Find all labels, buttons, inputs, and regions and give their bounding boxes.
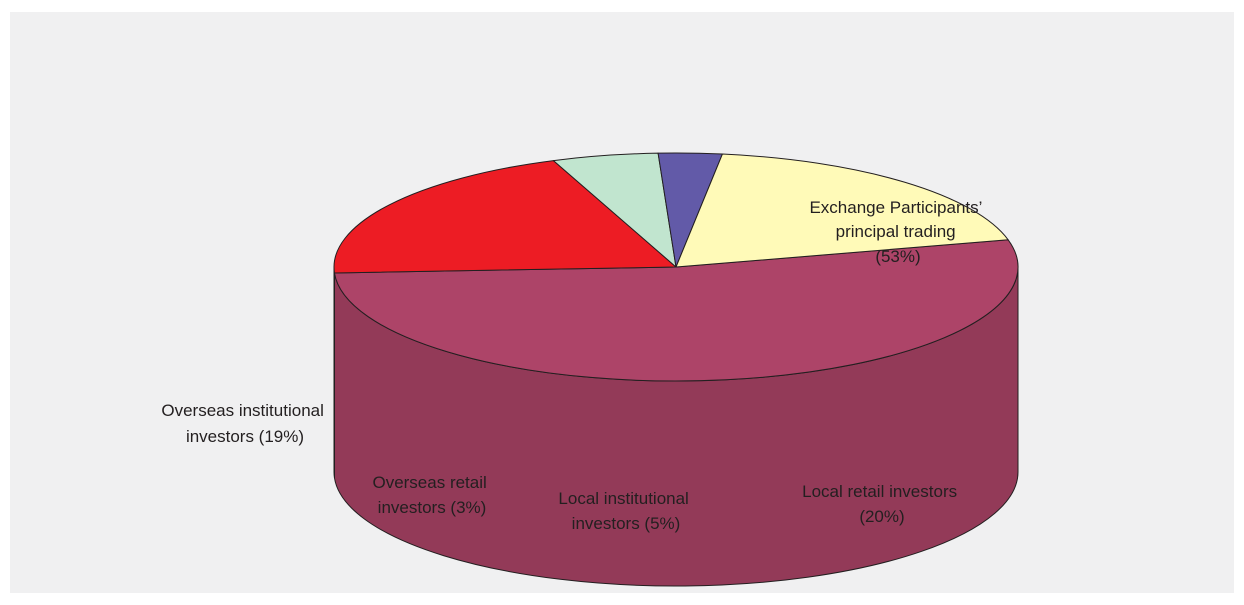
pie-slice-exchange-participants-principal-trading-53 (333, 239, 1019, 382)
label-overseas-institutional: Overseas institutional investors (19%) (161, 401, 328, 446)
label-overseas-retail: Overseas retail investors (3%) (372, 473, 491, 517)
pie-slice-overseas-institutional-investors-19 (675, 153, 1009, 268)
pie-slice-local-retail-investors-20 (333, 160, 677, 274)
label-local-retail: Local retail investors (20%) (802, 482, 962, 526)
label-exchange-participants: Exchange Participants’ principal trading… (809, 198, 986, 266)
label-local-institutional: Local institutional investors (5%) (558, 489, 693, 533)
pie-top (333, 152, 1019, 382)
